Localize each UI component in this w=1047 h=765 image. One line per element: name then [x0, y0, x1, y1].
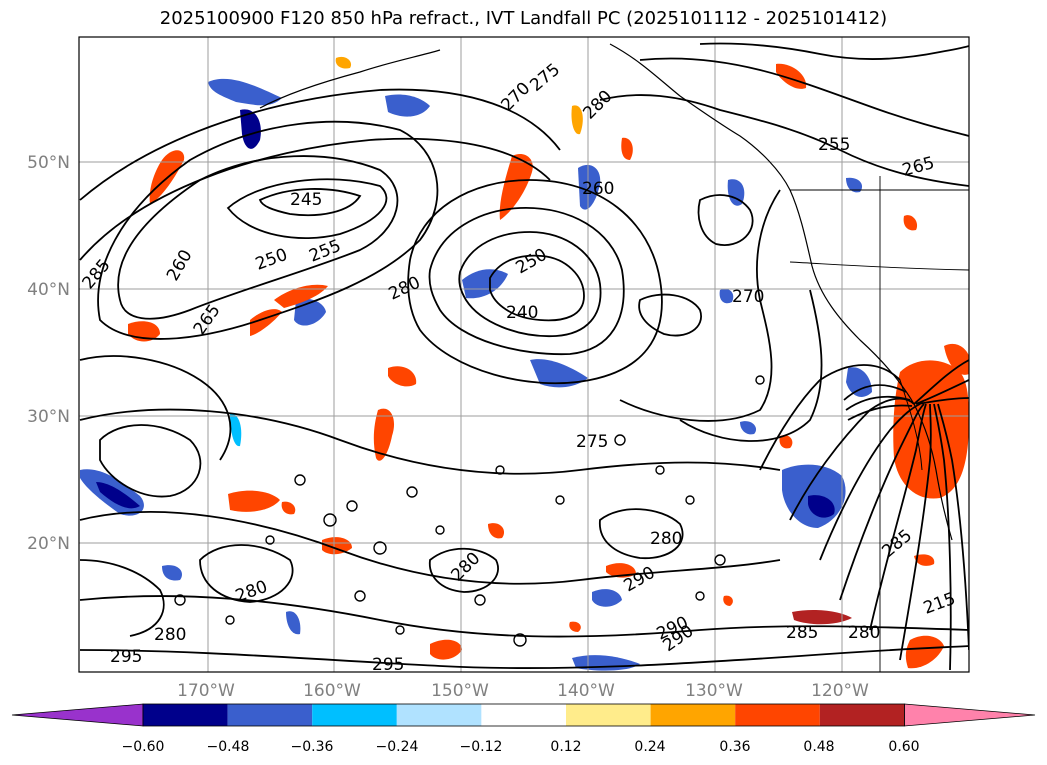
anomaly-negative-region	[230, 413, 242, 447]
colorbar-extend-max	[904, 703, 1036, 727]
contour-label: 260	[582, 179, 614, 199]
anomaly-positive-region	[228, 490, 280, 512]
contour-label: 280	[154, 625, 186, 645]
colorbar-frame	[142, 703, 905, 727]
colorbar-ticks: −0.60 −0.48 −0.36 −0.24 −0.12 0.12 0.24 …	[122, 739, 920, 755]
anomaly-positive-region	[944, 343, 969, 375]
lon-label-120w: 120°W	[811, 681, 869, 701]
contour-label: 285	[786, 623, 818, 643]
anomaly-negative-region	[578, 164, 601, 210]
anomaly-positive-region	[335, 56, 352, 69]
colorbar-tick-label: 0.12	[550, 739, 581, 755]
lon-label-170w: 170°W	[177, 681, 235, 701]
colorbar-tick-label: −0.60	[122, 739, 165, 755]
contour-label: 245	[290, 190, 322, 210]
anomaly-negative-region	[592, 589, 622, 607]
colorbar-swatch	[566, 704, 651, 726]
contour-label: 275	[576, 432, 608, 452]
anomaly-positive-region	[488, 523, 505, 539]
colorbar-swatch	[650, 704, 736, 726]
colorbar-swatch	[481, 704, 566, 726]
contour-label: 255	[818, 135, 850, 155]
colorbar-tick-label: 0.60	[888, 739, 919, 755]
anomaly-negative-region	[530, 359, 588, 388]
anomaly-negative-region	[385, 94, 430, 117]
anomaly-positive-region	[905, 635, 944, 669]
contour-label: 270	[732, 287, 764, 307]
contour-label: 280	[650, 529, 682, 549]
anomaly-negative-region	[846, 177, 863, 193]
lon-label-150w: 150°W	[431, 681, 489, 701]
map-frame	[78, 36, 970, 673]
anomaly-positive-region	[430, 639, 462, 660]
anomaly-negative-region	[719, 288, 734, 304]
anomaly-negative-region	[240, 109, 261, 149]
colorbar-tick-label: 0.24	[634, 739, 665, 755]
contour-label: 240	[506, 303, 538, 323]
small-contour-loops	[174, 375, 765, 647]
colorbar-tick-label: −0.12	[460, 739, 503, 755]
anomaly-positive-region	[792, 610, 852, 625]
anomaly-positive-region	[388, 366, 417, 387]
anomaly-positive-region	[779, 435, 793, 449]
anomaly-positive-region	[281, 501, 296, 515]
map-title: 2025100900 F120 850 hPa refract., IVT La…	[159, 8, 888, 29]
map-panel: 245 250 255 260 265 270 275 280 285 290 …	[78, 36, 970, 675]
colorbar: −0.60 −0.48 −0.36 −0.24 −0.12 0.12 0.24 …	[11, 703, 1036, 755]
lat-label-20n: 20°N	[27, 534, 70, 554]
anomaly-negative-region	[208, 78, 282, 106]
colorbar-tick-label: −0.24	[376, 739, 419, 755]
anomaly-positive-region	[499, 153, 533, 220]
colorbar-swatch	[227, 704, 313, 726]
anomaly-positive-region	[914, 554, 935, 566]
longitude-labels: 170°W 160°W 150°W 140°W 130°W 120°W	[177, 681, 869, 701]
lat-label-30n: 30°N	[27, 407, 70, 427]
anomaly-negative-region	[286, 611, 301, 635]
anomaly-positive-region	[571, 105, 583, 135]
colorbar-swatch	[396, 704, 482, 726]
anomaly-negative-region	[808, 495, 835, 518]
lon-label-160w: 160°W	[303, 681, 361, 701]
colorbar-tick-label: 0.36	[719, 739, 750, 755]
anomaly-positive-region	[569, 621, 581, 632]
colorbar-swatch	[312, 704, 397, 726]
colorbar-extend-min	[11, 703, 144, 727]
lat-label-40n: 40°N	[27, 280, 70, 300]
lat-label-50n: 50°N	[27, 153, 70, 173]
colorbar-swatches	[11, 703, 1036, 727]
contour-layer	[79, 42, 969, 671]
anomaly-positive-region	[322, 537, 352, 555]
anomaly-positive-region	[723, 595, 733, 606]
colorbar-tick-label: 0.48	[803, 739, 834, 755]
colorbar-swatch	[819, 704, 905, 726]
anomaly-negative-region	[462, 269, 508, 299]
latitude-labels: 50°N 40°N 30°N 20°N	[27, 153, 70, 554]
contour-label: 295	[372, 655, 404, 675]
colorbar-swatch	[735, 704, 820, 726]
colorbar-swatch	[143, 704, 228, 726]
anomaly-positive-region	[776, 63, 807, 89]
anomaly-negative-region	[740, 421, 757, 435]
anomaly-negative-region	[846, 367, 872, 397]
lon-label-130w: 130°W	[685, 681, 743, 701]
anomaly-positive-region	[373, 408, 395, 461]
anomaly-positive-region	[274, 284, 328, 308]
map-background	[79, 37, 969, 672]
anomaly-negative-region	[727, 179, 745, 206]
contour-label: 280	[848, 623, 880, 643]
contour-label: 295	[110, 647, 142, 667]
anomaly-positive-region	[903, 215, 918, 231]
anomaly-negative-region	[162, 565, 182, 581]
colorbar-tick-label: −0.48	[207, 739, 250, 755]
map-gridlines	[79, 37, 969, 672]
lon-label-140w: 140°W	[557, 681, 615, 701]
anomaly-positive-region	[621, 137, 633, 160]
anomaly-negative-region	[96, 482, 140, 509]
colorbar-tick-label: −0.36	[291, 739, 334, 755]
